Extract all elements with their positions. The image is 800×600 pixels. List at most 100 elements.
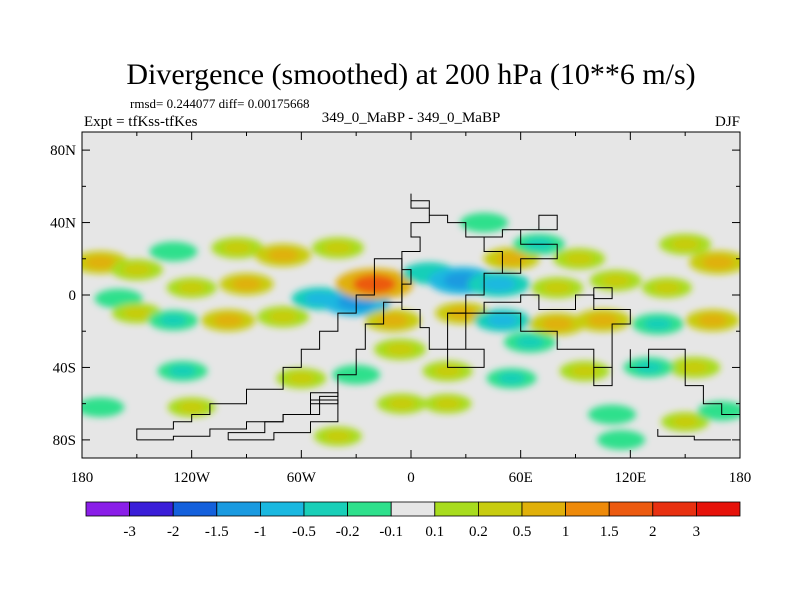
anomaly-core-25 [601,274,631,287]
experiment-label: Expt = tfKss-tfKes [84,114,198,130]
colorbar-label-7: 0.1 [425,524,444,540]
colorbar-label-9: 0.5 [513,524,532,540]
continent-outline-6 [447,294,631,368]
anomaly-core-30 [486,313,518,328]
anomaly-core-49 [671,415,699,428]
season-label: DJF [715,114,740,130]
colorbar-swatch-13 [652,501,697,517]
colorbar-swatch-11 [565,501,610,517]
colorbar-label-0: -3 [123,524,136,540]
anomaly-core-32 [541,317,573,331]
colorbar-swatch-9 [477,501,523,517]
anomaly-core-16 [377,313,409,328]
continent-outline-7 [593,367,613,387]
anomaly-core-3 [223,241,252,255]
anomaly-core-26 [653,281,681,294]
anomaly-core-11 [213,313,244,327]
colorbar-swatch-8 [434,501,479,517]
subtitle-label: 349_0_MaBP - 349_0_MaBP [322,110,501,126]
anomaly-core-39 [497,372,526,385]
continent-outline-5 [447,313,485,368]
colorbar-swatch-1 [129,501,174,517]
anomaly-blur-group [82,212,740,450]
anomaly-core-5 [323,241,353,255]
x-tick-label-1: 120W [173,470,211,486]
colorbar-swatch-3 [216,501,261,517]
x-tick-label-4: 60E [509,470,533,486]
x-tick-label-5: 120E [614,470,646,486]
colorbar-label-13: 3 [693,524,701,540]
anomaly-core-34 [643,317,673,331]
colorbar-label-2: -1.5 [205,524,229,540]
colorbar-label-4: -0.5 [292,524,316,540]
continent-outline-4 [484,214,558,274]
colorbar-label-3: -1 [254,524,267,540]
anomaly-core-53 [607,434,635,446]
anomaly-core-35 [697,313,728,327]
anomaly-core-45 [434,397,461,410]
anomaly-core-4 [267,248,299,262]
colorbar-label-12: 2 [649,524,657,540]
colorbar-swatch-7 [390,501,436,517]
colorbar-label-6: -0.1 [379,524,403,540]
x-axis: 180 120W 60W 0 60E 120E 180 [71,132,752,486]
colorbar-swatch-0 [85,501,130,517]
anomaly-core-9 [123,306,151,320]
colorbar-swatch-12 [608,501,654,517]
continent-outline-8 [629,348,740,415]
anomaly-core-12 [268,310,298,324]
continent-outlines [136,193,740,441]
anomaly-core-40 [433,364,462,378]
anomaly-core-0 [84,255,116,270]
anomaly-field [82,212,740,450]
x-tick-label-2: 60W [287,470,317,486]
anomaly-core-17 [385,342,415,356]
stats-label: rmsd= 0.244077 diff= 0.00175668 [130,96,309,111]
anomaly-core-48 [598,408,626,421]
anomaly-core-20 [481,276,516,292]
colorbar-label-11: 1.5 [600,524,619,540]
continent-outline-10 [593,287,613,300]
y-tick-label-0: 80N [50,143,76,159]
anomaly-core-51 [470,216,498,229]
anomaly-core-27 [702,255,735,270]
anomaly-core-8 [105,292,132,305]
colorbar-label-5: -0.2 [336,524,360,540]
colorbar-swatch-5 [303,501,348,517]
anomaly-core-44 [388,397,416,410]
continent-outline-9 [657,429,731,441]
colorbar-label-8: 0.2 [469,524,488,540]
continent-outline-3 [401,193,503,350]
continent-outline-2 [310,392,339,405]
y-tick-label-4: 80S [53,433,76,449]
y-tick-label-2: 0 [69,288,77,304]
anomaly-core-47 [178,401,205,414]
x-tick-label-3: 0 [407,470,415,486]
colorbar-swatch-2 [172,501,218,517]
colorbar: -3 -2 -1.5 -1 -0.5 -0.2 -0.1 0.1 0.2 0.5 1 1.5 2 3 [85,501,741,540]
chart-title: Divergence (smoothed) at 200 hPa (10**6 … [126,58,695,91]
colorbar-swatch-10 [521,501,566,517]
anomaly-core-24 [542,281,572,295]
anomaly-core-6 [177,281,206,294]
x-tick-label-6: 180 [729,470,752,486]
anomaly-core-21 [496,251,527,266]
colorbar-swatch-6 [347,501,392,517]
anomaly-core-52 [324,430,352,443]
anomaly-core-41 [168,364,197,378]
anomaly-core-36 [680,361,709,374]
colorbar-swatch-14 [696,501,741,517]
y-tick-label-3: 40S [53,360,76,376]
anomaly-core-23 [564,252,594,266]
anomaly-core-7 [231,277,262,291]
colorbar-label-1: -2 [167,524,180,540]
y-tick-label-1: 40N [50,216,76,232]
colorbar-label-10: 1 [562,524,570,540]
anomaly-core-46 [87,401,114,414]
anomaly-core-28 [670,237,700,251]
anomaly-core-2 [160,245,187,258]
y-axis: 80N 40N 0 40S 80S [50,143,740,449]
anomaly-core-38 [570,364,599,378]
x-tick-label-0: 180 [71,470,94,486]
